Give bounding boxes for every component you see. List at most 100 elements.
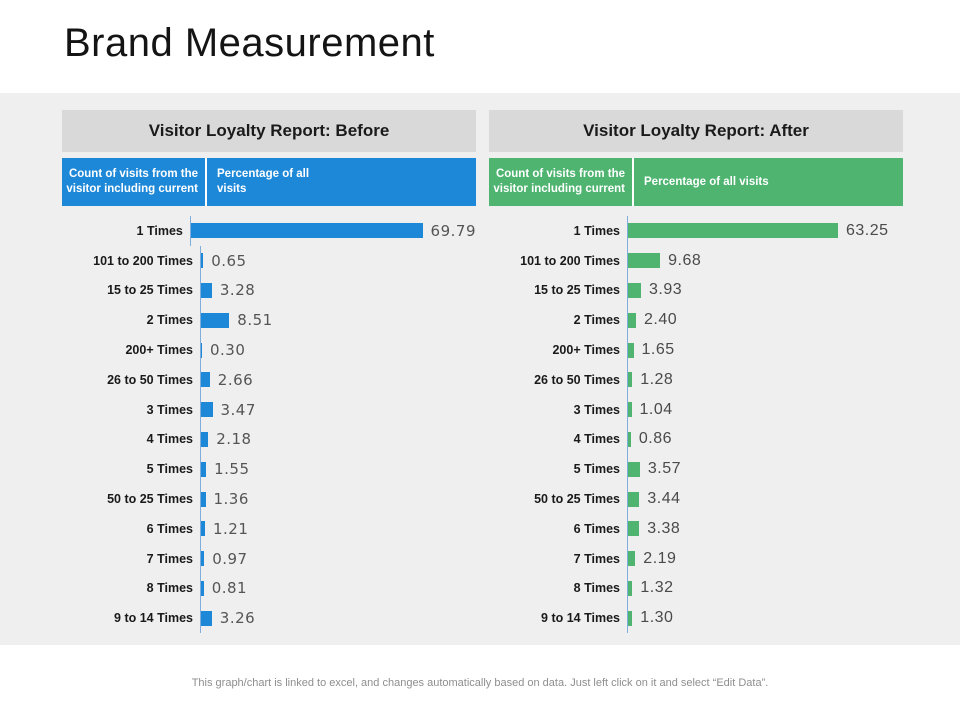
value-label: 3.93	[649, 281, 683, 299]
category-label: 101 to 200 Times	[93, 253, 193, 268]
bar	[201, 431, 209, 447]
bar-track: 1.65	[627, 335, 903, 365]
column-header-count-before: Count of visits from the visitor includi…	[66, 168, 198, 195]
chart-row: 6 Times 3.38	[489, 513, 903, 544]
bar-track: 3.38	[627, 513, 903, 544]
category-label: 6 Times	[573, 521, 620, 536]
category-label: 4 Times	[573, 432, 620, 447]
value-label: 1.32	[640, 579, 674, 597]
bar-track: 2.18	[200, 424, 476, 455]
category-label: 1 Times	[573, 223, 620, 238]
value-label: 1.04	[639, 400, 673, 418]
bar	[201, 342, 202, 358]
bar-track: 9.68	[627, 245, 903, 276]
bar-track: 1.04	[627, 394, 903, 425]
chart-panel-before[interactable]: Visitor Loyalty Report: Before Count of …	[62, 110, 476, 634]
bar	[201, 282, 212, 298]
column-header-count-after: Count of visits from the visitor includi…	[493, 168, 625, 195]
value-label: 1.21	[213, 519, 249, 538]
category-label: 26 to 50 Times	[534, 372, 620, 387]
chart-row: 15 to 25 Times 3.28	[62, 275, 476, 306]
chart-row: 9 to 14 Times 3.26	[62, 603, 476, 634]
bar-track: 3.93	[627, 275, 903, 306]
bar-track: 1.30	[627, 603, 903, 634]
chart-row: 1 Times 69.79	[62, 216, 476, 246]
bar	[628, 223, 838, 239]
chart-row: 3 Times 1.04	[489, 394, 903, 425]
bar-chart-before: 1 Times 69.79 101 to 200 Times 0.65 15 t…	[62, 216, 476, 634]
chart-row: 5 Times 3.57	[489, 454, 903, 485]
category-label: 9 to 14 Times	[541, 611, 620, 626]
category-label: 9 to 14 Times	[114, 611, 193, 626]
value-label: 8.51	[237, 311, 273, 330]
category-label: 200+ Times	[552, 343, 620, 358]
chart-row: 7 Times 2.19	[489, 543, 903, 574]
chart-row: 26 to 50 Times 2.66	[62, 364, 476, 395]
column-divider-icon	[632, 158, 634, 206]
chart-row: 4 Times 2.18	[62, 424, 476, 455]
category-label: 8 Times	[146, 581, 193, 596]
value-label: 69.79	[430, 221, 476, 240]
chart-row: 200+ Times 1.65	[489, 335, 903, 365]
value-label: 3.26	[219, 609, 256, 628]
category-label: 15 to 25 Times	[107, 283, 193, 298]
bar-track: 3.44	[627, 484, 903, 514]
bar-track: 3.28	[200, 275, 476, 306]
column-header-percentage-after: Percentage of all visits	[634, 158, 903, 206]
value-label: 1.28	[640, 370, 674, 388]
category-label: 5 Times	[573, 462, 620, 477]
bar	[628, 431, 631, 447]
chart-row: 101 to 200 Times 9.68	[489, 245, 903, 276]
chart-row: 2 Times 8.51	[62, 305, 476, 336]
category-label: 200+ Times	[125, 343, 193, 358]
content-area: Visitor Loyalty Report: Before Count of …	[0, 93, 960, 645]
bar	[628, 610, 633, 626]
category-label: 5 Times	[146, 462, 193, 477]
chart-row: 200+ Times 0.30	[62, 335, 476, 365]
bar	[201, 253, 204, 269]
chart-row: 9 to 14 Times 1.30	[489, 603, 903, 634]
value-label: 9.68	[668, 251, 702, 269]
bar	[628, 580, 633, 596]
bar-track: 0.86	[627, 424, 903, 455]
category-label: 6 Times	[146, 521, 193, 536]
bar	[201, 312, 230, 328]
value-label: 0.86	[638, 430, 673, 448]
chart-row: 3 Times 3.47	[62, 394, 476, 425]
category-label: 101 to 200 Times	[520, 253, 620, 268]
column-header-percentage-before: Percentage of all visits	[207, 158, 476, 206]
title-band: Brand Measurement	[0, 0, 960, 93]
category-label: 26 to 50 Times	[107, 372, 193, 387]
chart-row: 8 Times 0.81	[62, 573, 476, 604]
chart-row: 26 to 50 Times 1.28	[489, 364, 903, 395]
value-label: 3.38	[647, 519, 681, 537]
category-label: 8 Times	[573, 581, 620, 596]
page-title: Brand Measurement	[64, 21, 435, 65]
chart-panel-after[interactable]: Visitor Loyalty Report: After Count of v…	[489, 110, 903, 634]
chart-row: 5 Times 1.55	[62, 454, 476, 485]
bar-track: 1.36	[200, 484, 476, 514]
category-label: 7 Times	[146, 551, 193, 566]
bar	[201, 461, 207, 477]
category-label: 50 to 25 Times	[534, 492, 620, 507]
bar	[628, 402, 632, 418]
value-label: 3.57	[647, 460, 682, 478]
category-label: 2 Times	[573, 313, 620, 328]
bar-track: 1.55	[200, 454, 476, 485]
bar	[628, 551, 636, 567]
chart-row: 7 Times 0.97	[62, 543, 476, 574]
category-label: 15 to 25 Times	[534, 283, 620, 298]
chart-row: 101 to 200 Times 0.65	[62, 245, 476, 276]
bar	[628, 521, 640, 537]
bar	[201, 491, 206, 507]
bar	[628, 312, 636, 328]
value-label: 2.40	[644, 311, 678, 329]
bar-track: 63.25	[627, 216, 903, 246]
value-label: 2.18	[216, 430, 252, 449]
chart-title-after: Visitor Loyalty Report: After	[489, 110, 903, 152]
bar	[201, 521, 205, 537]
bar-track: 8.51	[200, 305, 476, 336]
value-label: 1.36	[213, 490, 249, 509]
category-label: 2 Times	[146, 313, 193, 328]
value-label: 0.81	[211, 579, 248, 598]
